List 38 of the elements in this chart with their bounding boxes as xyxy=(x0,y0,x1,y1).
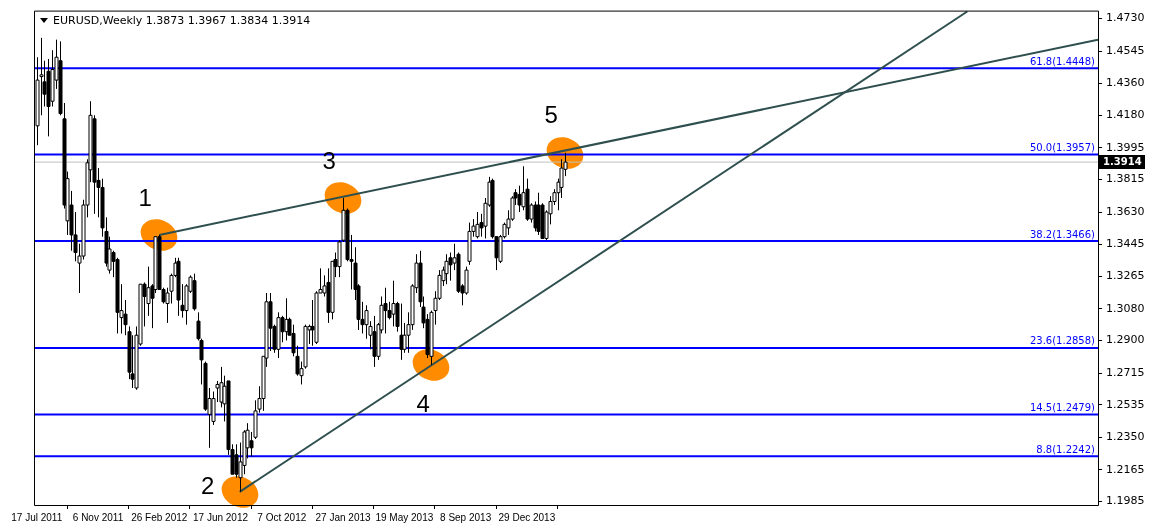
ref-line-label: 23.6(1.2858) xyxy=(1029,335,1096,347)
y-tick-label: 1.4180 xyxy=(1106,108,1145,122)
ref-line-label: 1.3914 xyxy=(1103,155,1142,167)
x-tick-label: 6 Nov 2011 xyxy=(72,511,124,523)
x-tick-label: 26 Feb 2012 xyxy=(131,511,188,523)
x-tick-label: 8 Sep 2013 xyxy=(440,511,492,523)
chart-title: EURUSD,Weekly 1.3873 1.3967 1.3834 1.3914 xyxy=(53,14,311,27)
y-tick-label: 1.3815 xyxy=(1106,172,1145,186)
x-tick-label: 17 Jun 2012 xyxy=(193,511,249,523)
y-tick-label: 1.2715 xyxy=(1106,365,1145,379)
y-tick-label: 1.2165 xyxy=(1106,462,1145,476)
ref-line-label: 61.8(1.4448) xyxy=(1029,55,1096,67)
ref-line-label: 8.8(1.2242) xyxy=(1036,443,1096,455)
y-tick-label: 1.3995 xyxy=(1106,140,1145,154)
ref-line-label: 50.0(1.3957) xyxy=(1029,142,1096,154)
annotation: 5 xyxy=(544,101,558,129)
y-tick-label: 1.2350 xyxy=(1106,430,1145,444)
x-tick-label: 17 Jul 2011 xyxy=(11,511,63,523)
y-tick-label: 1.3630 xyxy=(1106,204,1145,218)
x-tick-label: 27 Jan 2013 xyxy=(315,511,372,523)
x-tick-label: 19 May 2013 xyxy=(375,511,434,523)
ref-line-label: 38.2(1.3466) xyxy=(1029,228,1096,240)
x-tick-label: 29 Dec 2013 xyxy=(498,511,556,523)
y-tick-label: 1.3265 xyxy=(1106,269,1145,283)
y-tick-label: 1.4545 xyxy=(1106,43,1145,57)
y-tick-label: 1.2535 xyxy=(1106,397,1145,411)
y-tick-label: 1.3080 xyxy=(1106,301,1145,315)
y-tick-label: 1.2900 xyxy=(1106,333,1145,347)
annotation: 1 xyxy=(138,183,152,211)
ref-line-label: 14.5(1.2479) xyxy=(1029,402,1096,414)
x-tick-label: 7 Oct 2012 xyxy=(257,511,307,523)
y-tick-label: 1.3445 xyxy=(1106,237,1145,251)
y-tick-label: 1.1985 xyxy=(1106,494,1145,508)
annotation: 4 xyxy=(416,389,430,417)
y-tick-label: 1.4730 xyxy=(1106,11,1145,25)
y-tick-label: 1.4360 xyxy=(1106,76,1145,90)
annotation: 2 xyxy=(201,472,215,500)
annotation: 3 xyxy=(322,146,336,174)
